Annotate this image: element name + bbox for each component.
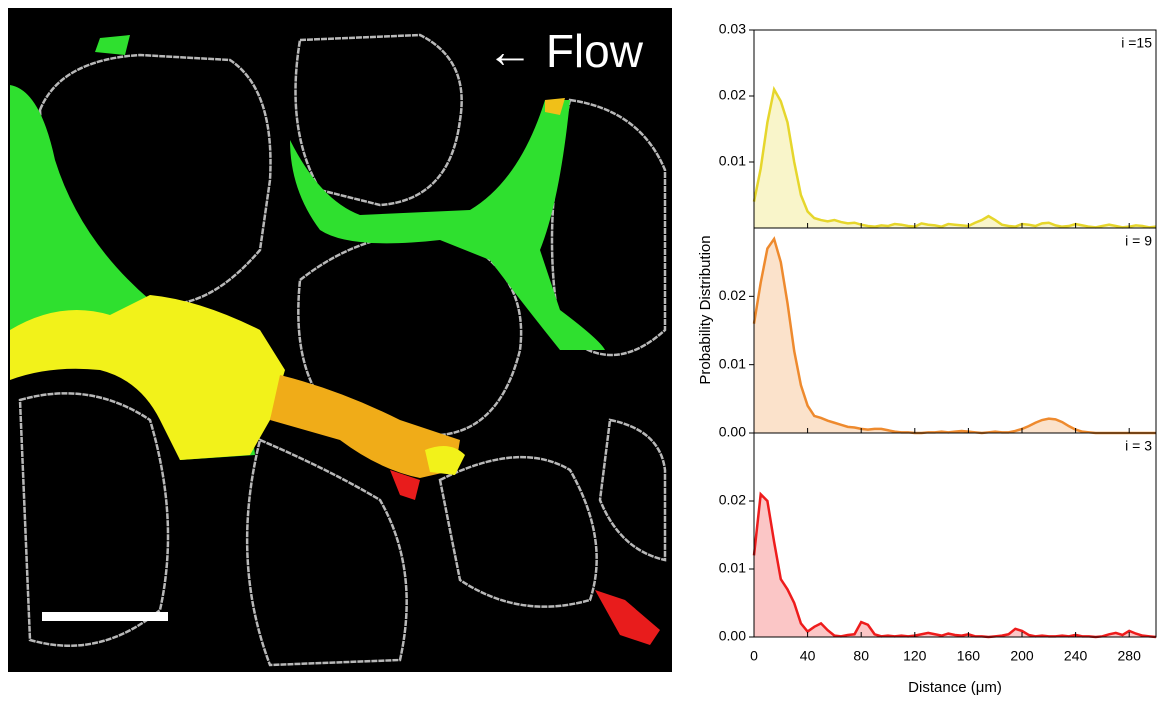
panel-annotation: i =15	[1121, 35, 1152, 51]
y-tick-label: 0.03	[719, 21, 746, 37]
plot-frame	[754, 228, 1156, 433]
line	[754, 494, 1156, 637]
y-tick-label: 0.00	[719, 424, 746, 440]
y-tick-label: 0.02	[719, 492, 746, 508]
x-tick-label: 40	[800, 648, 816, 664]
y-axis-label: Probability Distribution	[697, 235, 714, 384]
scale-bar	[42, 612, 168, 621]
x-tick-label: 200	[1010, 648, 1034, 664]
x-tick-label: 160	[957, 648, 981, 664]
x-tick-label: 80	[853, 648, 869, 664]
y-tick-label: 0.01	[719, 153, 746, 169]
y-tick-label: 0.00	[719, 628, 746, 644]
x-axis-label: Distance (μm)	[908, 679, 1002, 696]
plot-frame	[754, 433, 1156, 637]
figure: ← Flow 0.01 0.02 0.03 i =15 0.00 0.01 0.02 i = …	[0, 0, 1157, 700]
panel-annotation: i = 3	[1125, 438, 1152, 454]
area-fill	[754, 89, 1156, 228]
x-tick-label: 120	[903, 648, 927, 664]
area-fill	[754, 494, 1156, 637]
x-tick-label: 240	[1064, 648, 1088, 664]
panel-annotation: i = 9	[1125, 233, 1152, 249]
y-tick-label: 0.01	[719, 355, 746, 371]
line	[754, 89, 1156, 227]
x-tick-label: 280	[1118, 648, 1142, 664]
x-tick-label: 0	[750, 648, 758, 664]
plot-frame	[754, 30, 1156, 228]
flow-label: ← Flow	[487, 25, 644, 77]
y-tick-label: 0.02	[719, 87, 746, 103]
green-region	[95, 35, 130, 55]
y-tick-label: 0.02	[719, 287, 746, 303]
line	[754, 239, 1156, 433]
area-fill	[754, 239, 1156, 433]
micrograph: ← Flow	[8, 8, 672, 672]
y-tick-label: 0.01	[719, 560, 746, 576]
